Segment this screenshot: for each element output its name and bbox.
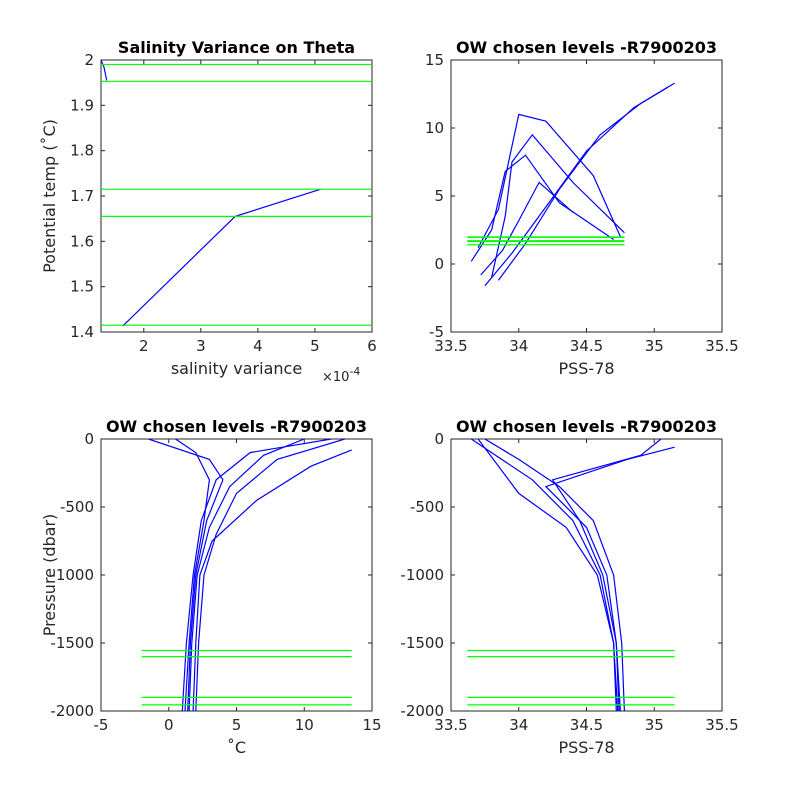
chart-panel-1: 2 3 4 5 6 1.4 1.5 1.6 1.7 1.8 1.9 2 Salinity Varianc… [40,38,377,385]
y-tick-label: 5 [434,187,444,205]
series-line-5 [477,439,619,711]
series-line-2 [484,82,675,287]
series-line-1 [181,439,332,711]
y-tick-label: 1.9 [70,96,94,114]
chart-panel-4: 33.5 34 34.5 35 35.5 -2000 -1500 -1000 -500 0 OW c… [400,417,738,757]
chart-panel-2: 33.5 34 34.5 35 35.5 -5 0 5 10 15 OW chosen levels… [425,38,739,378]
y-tick-label: -500 [60,498,94,516]
x-tick-label: 35 [645,337,664,355]
y-tick-label: 1.7 [70,187,94,205]
y-tick-label: -1000 [400,566,444,584]
x-tick-label: 35.5 [705,337,738,355]
y-tick-label: 2 [84,51,94,69]
x-axis-exponent-power: -4 [349,365,360,378]
y-tick-label: -5 [429,323,444,341]
series-line-2 [484,439,625,711]
chart-title: OW chosen levels -R7900203 [456,38,717,57]
plot-frame [450,438,723,712]
x-axis-label: PSS-78 [558,738,614,757]
y-tick-label: -2000 [400,702,444,720]
x-tick-label: 33.5 [434,337,467,355]
series-line-5 [477,113,621,248]
x-tick-label: 5 [310,337,320,355]
x-tick-label: 5 [232,716,242,734]
series-line-4 [175,439,211,711]
x-axis-exponent-base: ×10 [322,370,349,385]
series-line-6 [480,181,574,276]
y-tick-label: 0 [434,255,444,273]
series-line-6 [148,439,224,711]
x-axis-label: ˚C [227,738,246,757]
x-axis-label: salinity variance [171,359,302,378]
x-tick-label: 0 [164,716,174,734]
x-tick-label: 2 [139,337,149,355]
x-tick-label: 6 [367,337,377,355]
y-tick-label: 0 [434,430,444,448]
chart-title: Salinity Variance on Theta [118,38,355,57]
y-tick-label: 1.8 [70,142,94,160]
chart-title: OW chosen levels -R7900203 [106,417,367,436]
plot-frame [100,59,373,333]
x-tick-label: 33.5 [434,716,467,734]
x-tick-label: 34.5 [570,716,603,734]
y-tick-label: 1.5 [70,278,94,296]
series-line-3 [188,439,305,711]
x-tick-label: -5 [94,716,109,734]
series-line-2 [195,439,346,711]
x-tick-label: 34 [509,337,528,355]
y-tick-label: -1500 [400,634,444,652]
series-line-3 [491,133,625,278]
y-tick-label: 15 [425,51,444,69]
y-axis-label: Potential temp (˚C) [40,119,59,273]
y-tick-label: -2000 [50,702,94,720]
chart-title: OW chosen levels -R7900203 [456,417,717,436]
x-tick-label: 35.5 [705,716,738,734]
x-tick-label: 15 [362,716,381,734]
y-tick-label: 1.4 [70,323,94,341]
x-tick-label: 10 [295,716,314,734]
y-axis-label: Pressure (dbar) [40,514,59,637]
x-tick-label: 4 [253,337,263,355]
y-tick-label: 0 [84,430,94,448]
plot-frame [100,438,373,712]
x-axis-exponent: ×10-4 [322,365,360,385]
series-line-4 [551,439,662,711]
y-tick-label: -500 [410,498,444,516]
series-line-5 [192,449,352,711]
x-axis-label: PSS-78 [558,359,614,378]
x-tick-label: 34 [509,716,528,734]
x-tick-label: 34.5 [570,337,603,355]
y-tick-label: -1000 [50,566,94,584]
y-tick-label: 10 [425,119,444,137]
chart-panel-3: -5 0 5 10 15 -2000 -1500 -1000 -500 0 OW chosen le… [40,417,382,757]
y-tick-label: -1500 [50,634,94,652]
y-tick-label: 1.6 [70,232,94,250]
x-tick-label: 3 [196,337,206,355]
x-tick-label: 35 [645,716,664,734]
series-line-2 [101,60,108,81]
